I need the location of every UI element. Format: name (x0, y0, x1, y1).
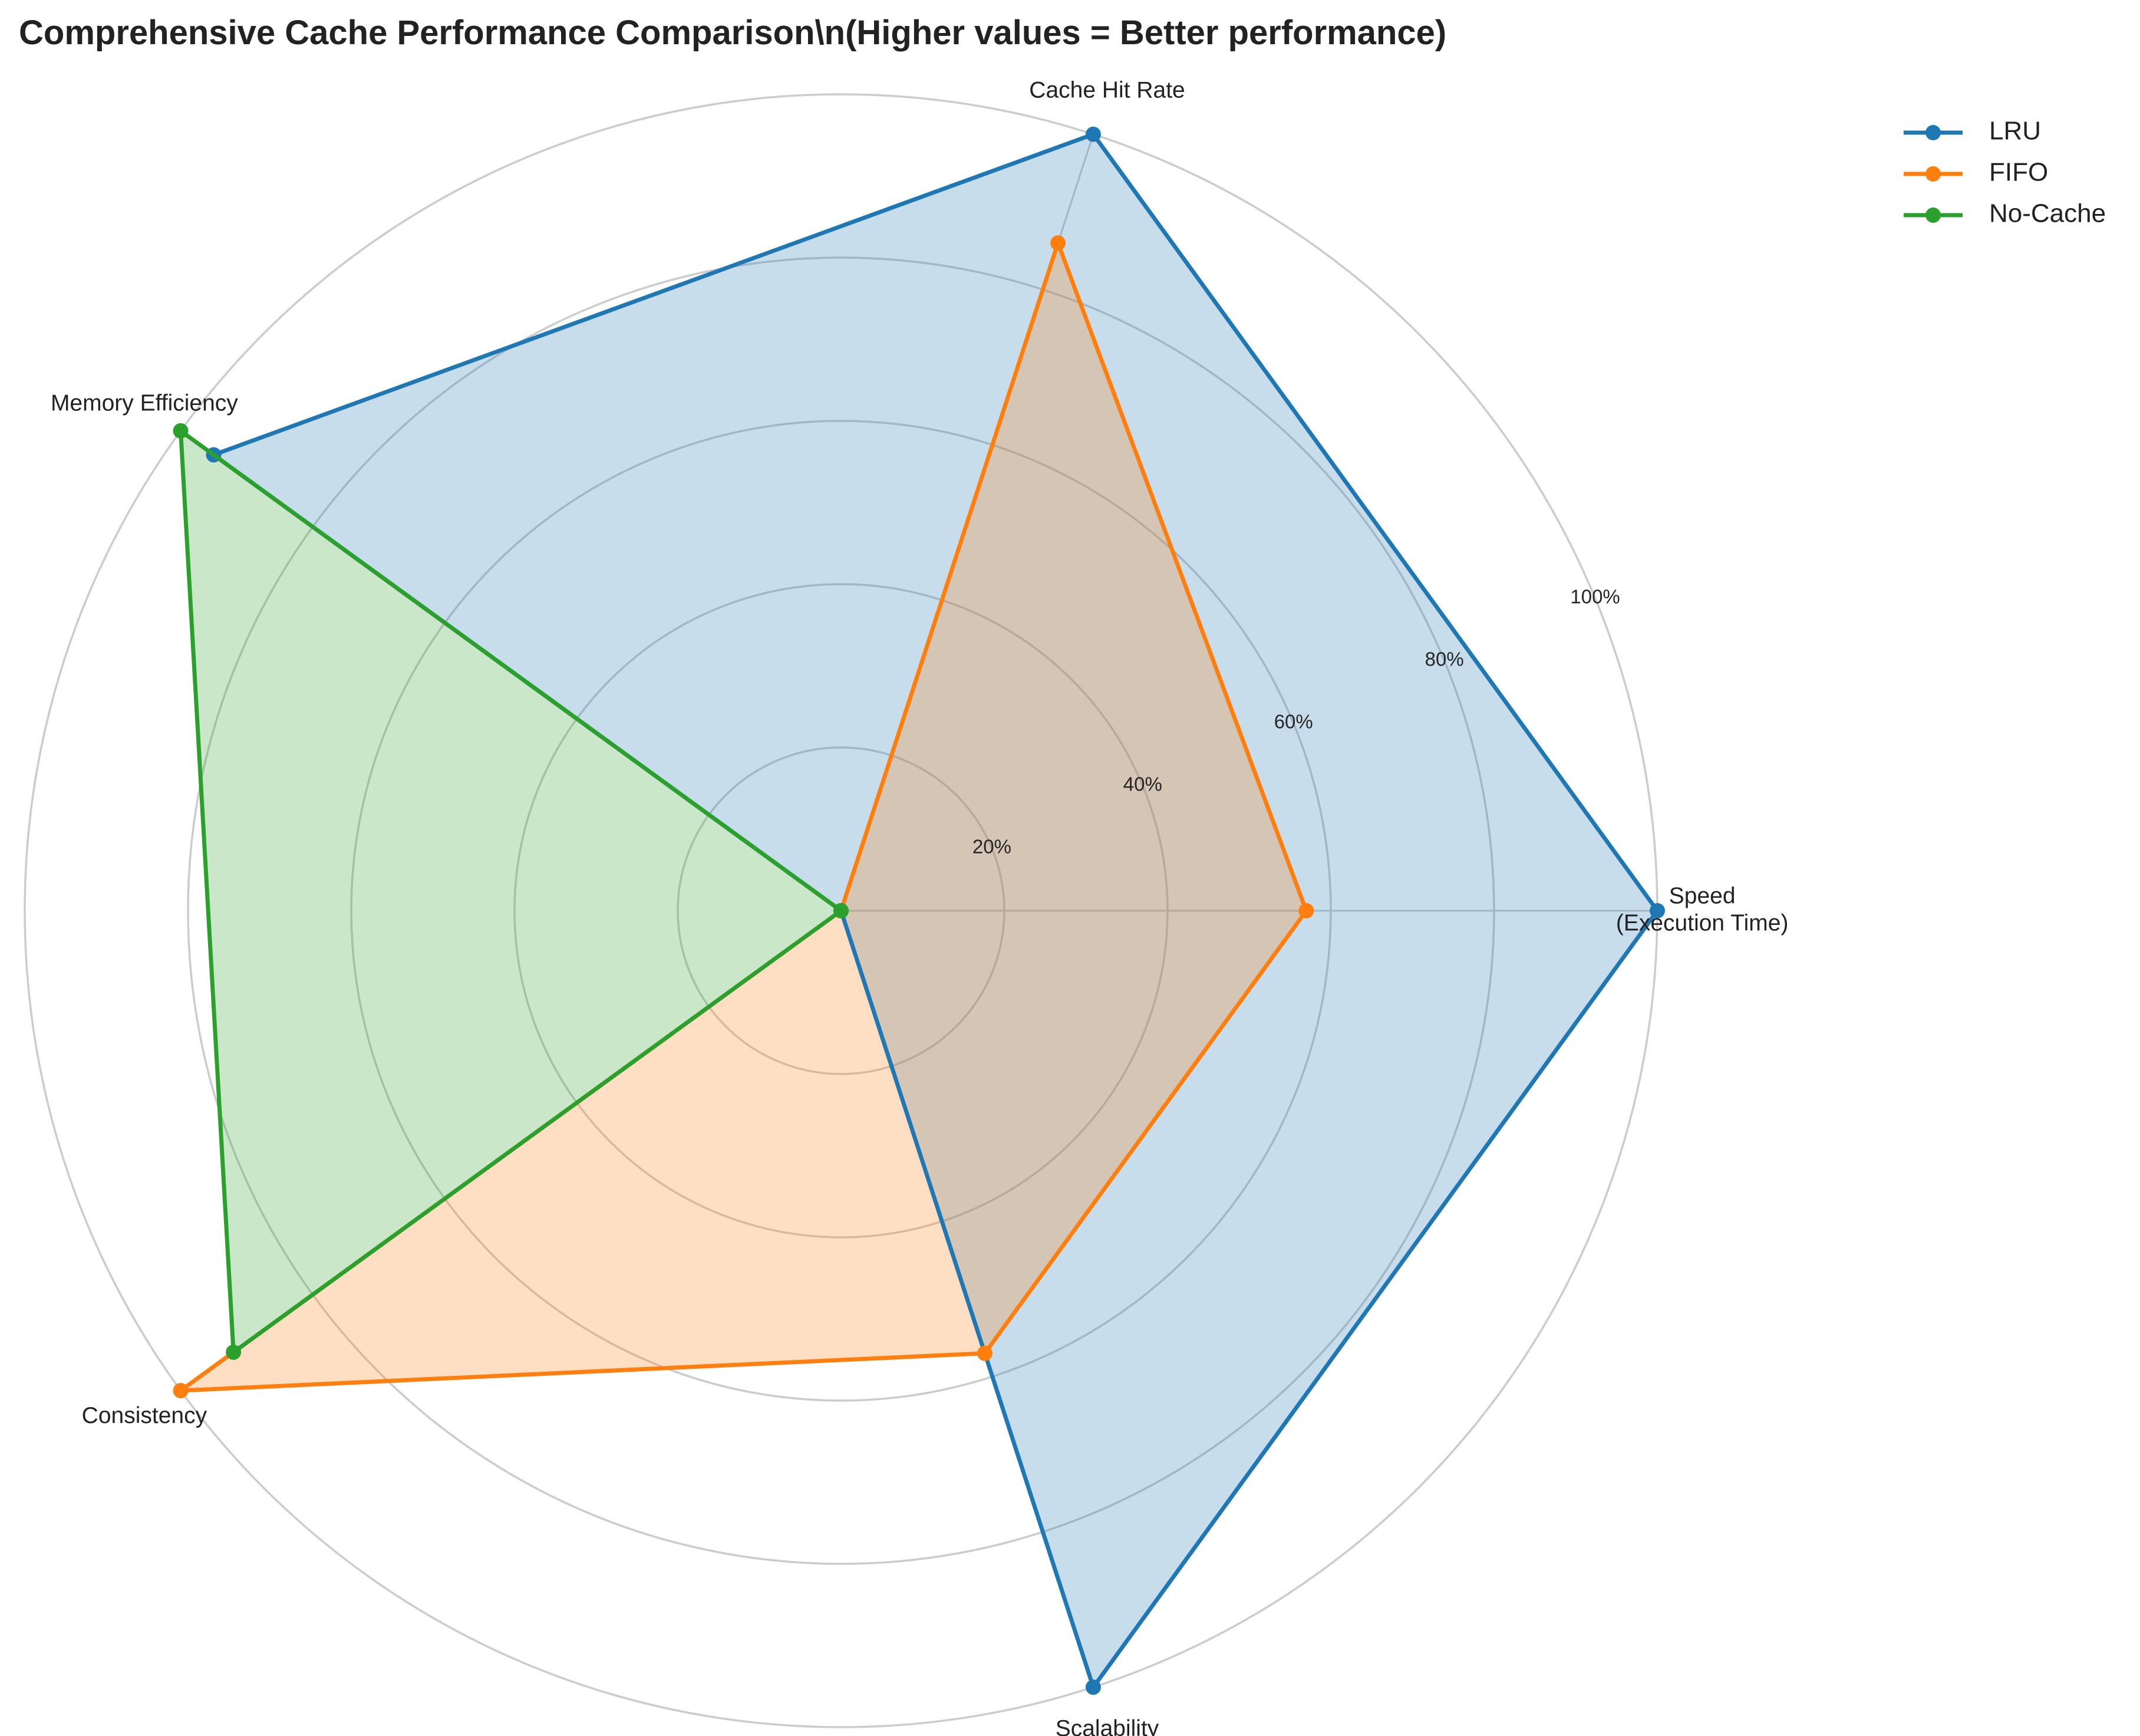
axis-label-scalability: Scalability (1056, 1716, 1159, 1736)
chart-title: Comprehensive Cache Performance Comparis… (19, 14, 1447, 52)
data-point-fifo-4 (977, 1345, 992, 1361)
axis-label-consistency: Consistency (82, 1403, 207, 1428)
axis-labels: 20% 40% 60% 80% 100% Speed (Execution Time) Cac… (51, 78, 1789, 1736)
legend-label: LRU (1989, 117, 2041, 146)
r-tick-label: 60% (1274, 711, 1313, 733)
legend-label: No-Cache (1989, 199, 2106, 228)
legend-marker (1925, 166, 1941, 182)
series-fill-fifo (180, 243, 1307, 1391)
series-line-no-cache (179, 429, 843, 1355)
series-layer (173, 126, 1665, 1695)
legend-marker (1925, 207, 1941, 223)
data-point-no-cache-4 (833, 903, 849, 918)
legend: LRU FIFO No-Cache (1904, 117, 2106, 228)
r-tick-label: 80% (1425, 648, 1464, 670)
axis-label-speed: Speed (Execution Time) (1616, 883, 1789, 935)
series-fill-lru (213, 134, 1657, 1688)
legend-item-fifo: FIFO (1904, 158, 2048, 187)
series-fill-no-cache (180, 430, 841, 1352)
r-tick-label: 40% (1123, 773, 1162, 795)
axis-label-cache-hit-rate: Cache Hit Rate (1029, 78, 1185, 103)
data-point-lru-4 (1085, 1679, 1101, 1695)
data-point-no-cache-3 (226, 1344, 242, 1360)
r-tick-label: 100% (1570, 586, 1620, 608)
data-point-lru-0 (1650, 903, 1665, 918)
legend-item-no-cache: No-Cache (1904, 199, 2106, 228)
legend-item-lru: LRU (1904, 117, 2041, 146)
data-point-fifo-1 (1050, 235, 1066, 251)
data-point-fifo-0 (1298, 903, 1314, 918)
legend-marker (1925, 125, 1941, 140)
data-point-lru-1 (1085, 126, 1101, 142)
data-point-no-cache-2 (173, 423, 189, 439)
data-point-fifo-3 (173, 1383, 189, 1399)
axis-label-memory-efficiency: Memory Efficiency (51, 390, 238, 416)
legend-label: FIFO (1989, 158, 2048, 187)
r-tick-label: 20% (972, 836, 1011, 858)
